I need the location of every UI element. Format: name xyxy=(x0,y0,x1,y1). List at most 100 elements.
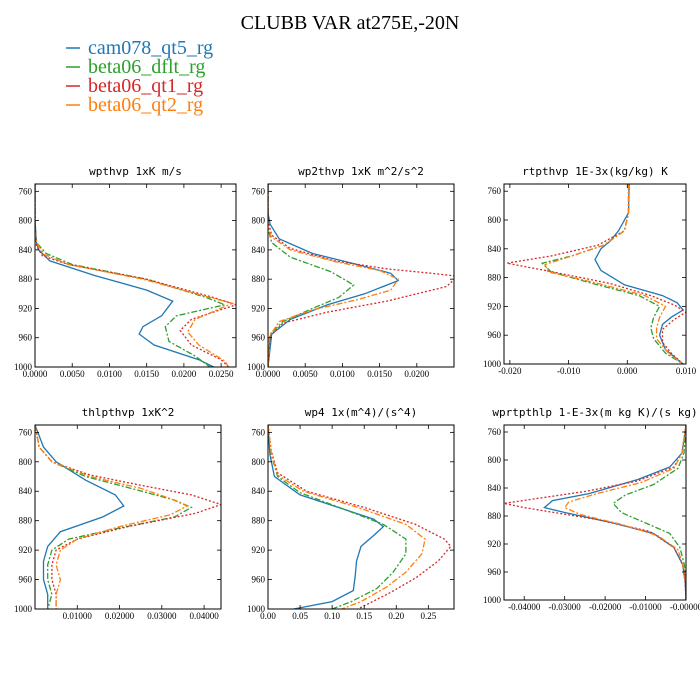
x-tick-label: 0.03000 xyxy=(147,611,177,621)
y-tick-label: 840 xyxy=(488,483,502,493)
x-tick-label: -0.03000 xyxy=(549,602,582,612)
y-tick-label: 880 xyxy=(488,273,502,283)
x-tick-label: 0.0200 xyxy=(172,369,197,379)
x-tick-label: 0.010 xyxy=(676,366,697,376)
y-tick-label: 760 xyxy=(252,427,266,437)
x-tick-label: 0.20 xyxy=(388,611,404,621)
y-tick-label: 1000 xyxy=(483,359,502,369)
x-tick-label: 0.0050 xyxy=(293,369,318,379)
y-tick-label: 880 xyxy=(488,511,502,521)
series-group xyxy=(504,425,686,600)
y-tick-label: 960 xyxy=(19,333,33,343)
plot-frame xyxy=(503,183,687,365)
plot-frame xyxy=(34,183,237,368)
y-tick-label: 760 xyxy=(488,186,502,196)
series-line-beta06_dflt_rg xyxy=(35,425,193,609)
chart-panel: wp2thvp 1xK m^2/s^2 760 800 840 880 920 960 100… xyxy=(247,165,455,379)
panel-title: wp4 1x(m^4)/(s^4) xyxy=(305,406,418,419)
series-line-beta06_dflt_rg xyxy=(268,425,407,609)
panel-title: thlpthvp 1xK^2 xyxy=(82,406,175,419)
y-tick-label: 920 xyxy=(252,303,266,313)
series-group xyxy=(35,425,221,609)
legend-label: cam078_qt5_rg xyxy=(88,37,213,59)
chart-panel: rtpthvp 1E-3x(kg/kg) K 760 800 840 880 920 960… xyxy=(483,165,697,376)
y-tick-label: 880 xyxy=(19,516,33,526)
legend-label: beta06_dflt_rg xyxy=(88,56,205,78)
x-tick-label: -0.04000 xyxy=(508,602,541,612)
series-line-beta06_dflt_rg xyxy=(35,184,228,367)
y-tick-label: 880 xyxy=(252,516,266,526)
x-tick-label: 0.00 xyxy=(260,611,276,621)
y-tick-label: 800 xyxy=(19,457,33,467)
y-tick-label: 960 xyxy=(488,567,502,577)
chart-panel: wp4 1x(m^4)/(s^4)76080084088092096010000… xyxy=(247,406,455,621)
series-line-cam078_qt5_rg xyxy=(268,184,400,367)
y-tick-label: 840 xyxy=(19,486,33,496)
x-tick-label: -0.01000 xyxy=(629,602,662,612)
x-tick-label: -0.00000 xyxy=(670,602,700,612)
panel-title: rtpthvp 1E-3x(kg/kg) K xyxy=(522,165,668,178)
x-tick-label: 0.10 xyxy=(324,611,340,621)
y-tick-label: 920 xyxy=(488,539,502,549)
legend-label: beta06_qt2_rg xyxy=(88,94,203,116)
panel-title: wpthvp 1xK m/s xyxy=(89,165,182,178)
series-line-beta06_dflt_rg xyxy=(268,184,355,367)
plot-frame xyxy=(503,424,687,601)
y-tick-label: 960 xyxy=(252,575,266,585)
x-tick-label: 0.0050 xyxy=(60,369,85,379)
x-tick-label: 0.15 xyxy=(356,611,372,621)
series-group xyxy=(268,425,452,609)
y-tick-label: 1000 xyxy=(247,604,266,614)
plot-frame xyxy=(34,424,222,610)
y-tick-label: 1000 xyxy=(14,362,33,372)
y-tick-label: 840 xyxy=(488,244,502,254)
x-tick-label: 0.05 xyxy=(292,611,308,621)
y-tick-label: 920 xyxy=(19,303,33,313)
series-line-cam078_qt5_rg xyxy=(268,425,385,609)
chart-panel: thlpthvp 1xK^2 760 800 840 880 920 960 1000 0.01… xyxy=(14,406,222,621)
panel-title: wprtpthlp 1-E-3x(m kg K)/(s kg) xyxy=(492,406,697,419)
y-tick-label: 960 xyxy=(488,330,502,340)
x-tick-label: -0.010 xyxy=(557,366,581,376)
series-line-beta06_qt1_rg xyxy=(35,184,236,367)
series-line-cam078_qt5_rg xyxy=(594,184,685,364)
y-tick-label: 880 xyxy=(19,274,33,284)
y-tick-label: 920 xyxy=(19,545,33,555)
x-tick-label: 0.0150 xyxy=(367,369,392,379)
y-tick-label: 1000 xyxy=(14,604,33,614)
y-tick-label: 760 xyxy=(19,186,33,196)
y-tick-label: 800 xyxy=(488,455,502,465)
chart-panel: wpthvp 1xK m/s 760 800 840 880 920 960 1000 0.00… xyxy=(14,165,237,379)
plot-frame xyxy=(267,424,455,610)
y-tick-label: 840 xyxy=(252,245,266,255)
series-line-beta06_qt2_rg xyxy=(35,184,235,367)
y-tick-label: 800 xyxy=(19,216,33,226)
x-tick-label: 0.0100 xyxy=(330,369,355,379)
y-tick-label: 920 xyxy=(252,545,266,555)
series-line-beta06_qt1_rg xyxy=(268,184,454,367)
series-line-beta06_qt1_rg xyxy=(506,184,686,364)
x-tick-label: 0.0150 xyxy=(134,369,159,379)
series-group xyxy=(506,184,686,364)
series-line-beta06_qt2_rg xyxy=(268,425,426,609)
x-tick-label: 0.04000 xyxy=(189,611,219,621)
x-tick-label: 0.0100 xyxy=(97,369,122,379)
panel-title: wp2thvp 1xK m^2/s^2 xyxy=(298,165,424,178)
x-tick-label: 0.01000 xyxy=(63,611,93,621)
y-tick-label: 1000 xyxy=(247,362,266,372)
x-tick-label: 0.000 xyxy=(617,366,638,376)
chart-panels: wpthvp 1xK m/s76080084088092096010000.00… xyxy=(14,165,700,621)
series-line-beta06_qt1_rg xyxy=(35,425,221,609)
series-group xyxy=(268,184,454,367)
y-tick-label: 960 xyxy=(252,333,266,343)
x-tick-label: 0.0000 xyxy=(256,369,281,379)
y-tick-label: 840 xyxy=(252,486,266,496)
plot-frame xyxy=(267,183,455,368)
y-tick-label: 840 xyxy=(19,245,33,255)
x-tick-label: -0.020 xyxy=(498,366,522,376)
x-tick-label: -0.02000 xyxy=(589,602,622,612)
series-line-beta06_qt2_rg xyxy=(563,425,686,600)
series-line-beta06_qt1_rg xyxy=(268,425,452,609)
series-group xyxy=(35,184,236,367)
y-tick-label: 920 xyxy=(488,301,502,311)
